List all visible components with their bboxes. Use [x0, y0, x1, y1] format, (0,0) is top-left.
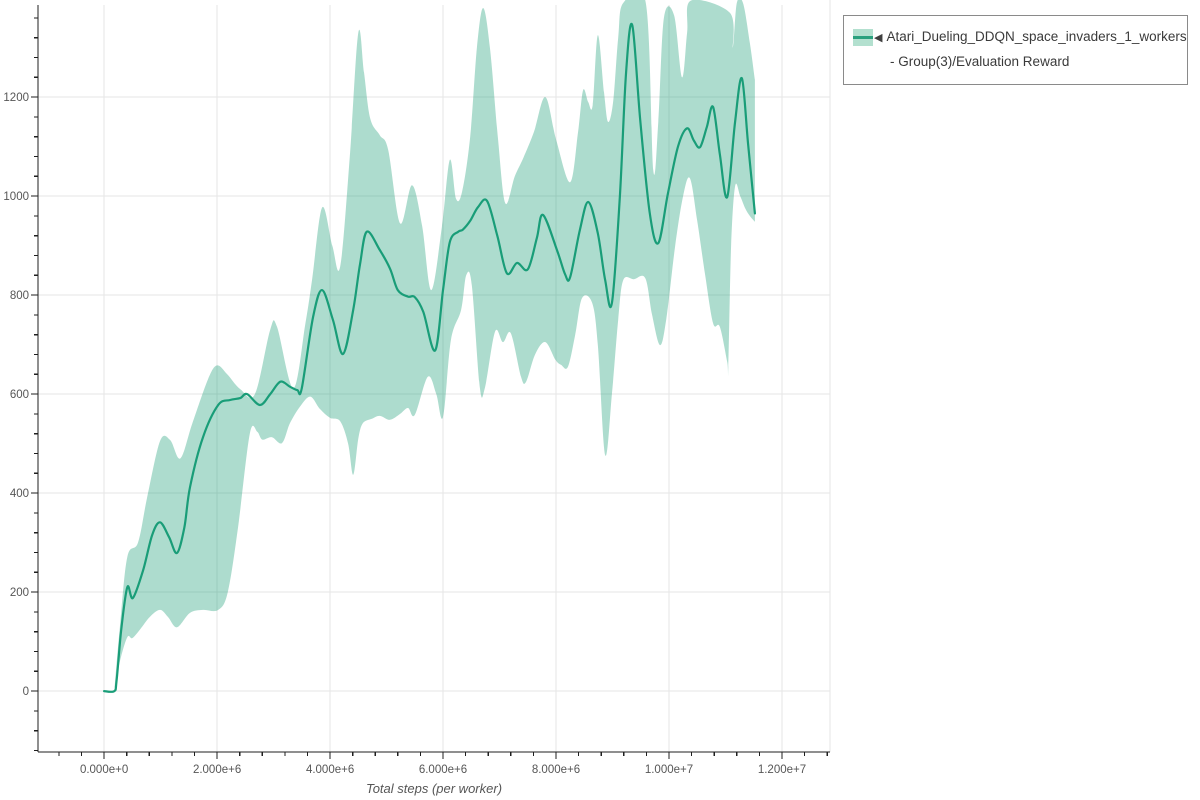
- svg-text:8.000e+6: 8.000e+6: [532, 764, 580, 776]
- svg-text:0: 0: [23, 686, 29, 698]
- gridlines: [38, 0, 831, 752]
- svg-text:600: 600: [10, 389, 29, 401]
- legend-series-label: Atari_Dueling_DDQN_space_invaders_1_work…: [886, 29, 1187, 69]
- svg-text:1.200e+7: 1.200e+7: [758, 764, 806, 776]
- svg-text:6.000e+6: 6.000e+6: [419, 764, 467, 776]
- svg-text:1.000e+7: 1.000e+7: [645, 764, 693, 776]
- svg-text:1000: 1000: [3, 191, 29, 203]
- mean-line: [103, 22, 756, 693]
- svg-text:400: 400: [10, 488, 29, 500]
- legend-collapse-icon[interactable]: ◀: [874, 32, 883, 44]
- tick-marks: [31, 17, 828, 759]
- legend-item[interactable]: ◀ Atari_Dueling_DDQN_space_invaders_1_wor…: [843, 15, 1188, 85]
- svg-text:200: 200: [10, 587, 29, 599]
- legend-swatch-icon: [853, 29, 873, 46]
- svg-text:800: 800: [10, 290, 29, 302]
- x-axis-title: Total steps (per worker): [365, 781, 503, 796]
- svg-text:0.000e+0: 0.000e+0: [80, 764, 128, 776]
- legend-swatch-line: [853, 36, 873, 39]
- svg-text:2.000e+6: 2.000e+6: [193, 764, 241, 776]
- svg-text:1200: 1200: [3, 92, 29, 104]
- x-tick-labels: 0.000e+0 2.000e+6 4.000e+6 6.000e+6 8.000e+6…: [80, 764, 806, 776]
- y-tick-labels: 0 200 400 600 800 1000 1200: [3, 92, 29, 698]
- confidence-band: [114, 0, 755, 692]
- svg-text:4.000e+6: 4.000e+6: [306, 764, 354, 776]
- axes-spines: [37, 5, 830, 753]
